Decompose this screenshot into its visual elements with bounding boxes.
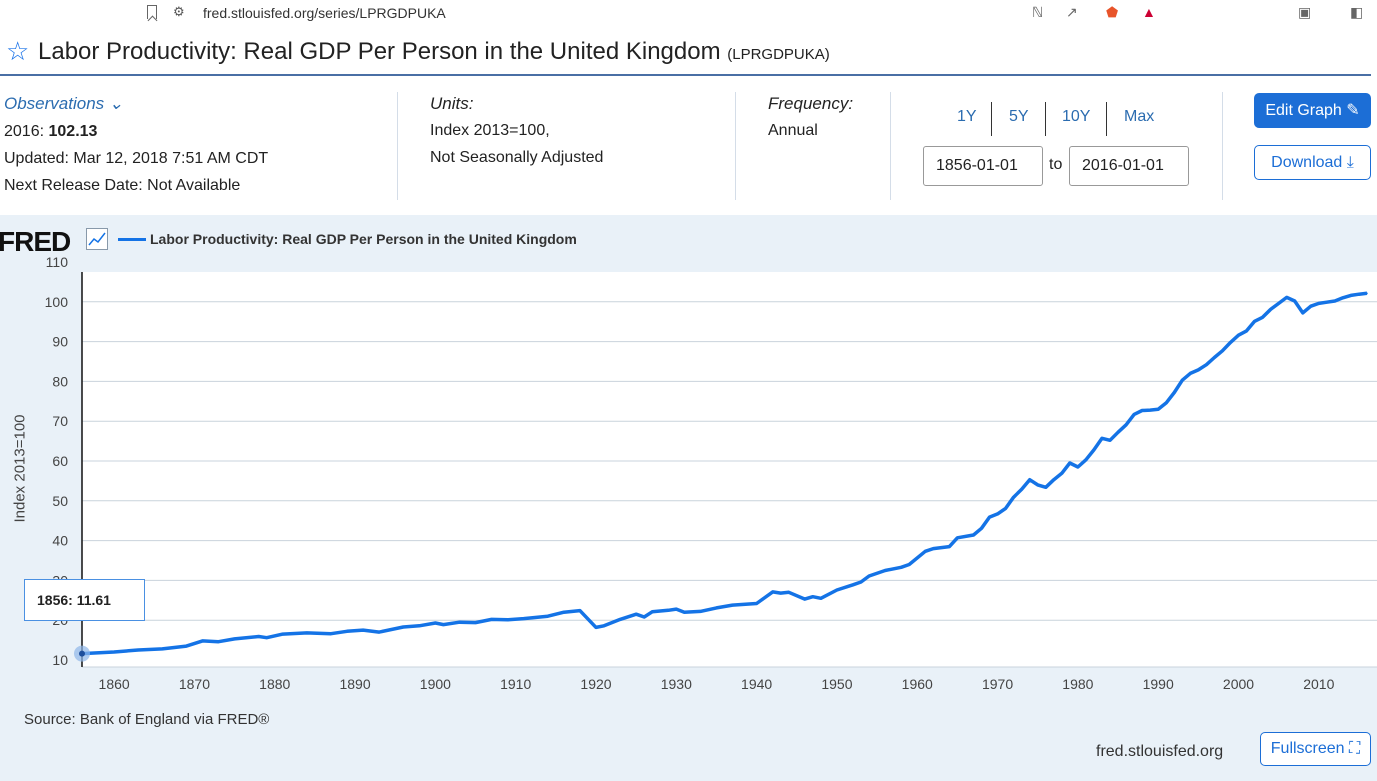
range-5y-button[interactable]: 5Y <box>1009 108 1029 125</box>
sidebar-icon[interactable]: ◧ <box>1350 4 1364 20</box>
updated-text: Updated: Mar 12, 2018 7:51 AM CDT <box>4 150 269 167</box>
page-title: Labor Productivity: Real GDP Per Person … <box>38 38 830 66</box>
observations-block: Observations ⌄ 2016: 102.13 Updated: Mar… <box>4 90 268 199</box>
divider <box>1045 102 1046 136</box>
chart-type-icon[interactable] <box>86 228 108 250</box>
frequency-label: Frequency: <box>768 94 854 113</box>
divider <box>991 102 992 136</box>
fullscreen-button[interactable]: Fullscreen ⛶ <box>1260 732 1371 766</box>
range-1y-button[interactable]: 1Y <box>957 108 977 125</box>
legend-label: Labor Productivity: Real GDP Per Person … <box>150 231 577 247</box>
download-button[interactable]: Download ⤓ <box>1254 145 1371 180</box>
download-icon: ⤓ <box>1346 154 1354 171</box>
tooltip: 1856: 11.61 <box>24 579 145 621</box>
divider <box>1222 92 1223 200</box>
end-date-input[interactable] <box>1069 146 1189 186</box>
translate-icon[interactable]: ℕ <box>1032 4 1044 20</box>
divider <box>890 92 891 200</box>
fred-logo[interactable]: FRED <box>0 226 71 257</box>
observation-year: 2016: <box>4 123 45 140</box>
browser-url-bar[interactable]: ⚙ fred.stlouisfed.org/series/LPRGDPUKA ℕ… <box>0 0 1377 26</box>
units-label: Units: <box>430 94 474 113</box>
legend-swatch <box>118 238 146 241</box>
bookmark-icon[interactable] <box>147 5 157 19</box>
chevron-down-icon[interactable]: ⌄ <box>104 94 124 113</box>
divider <box>397 92 398 200</box>
edit-graph-label: Edit Graph <box>1265 102 1342 119</box>
next-release-text: Next Release Date: Not Available <box>4 177 241 194</box>
range-10y-button[interactable]: 10Y <box>1062 108 1091 125</box>
site-settings-icon[interactable]: ⚙ <box>173 4 185 19</box>
series-id: (LPRGDPUKA) <box>727 46 830 63</box>
units-value-1: Index 2013=100, <box>430 122 550 139</box>
divider <box>1106 102 1107 136</box>
header-divider <box>0 74 1371 76</box>
edit-icon: ✎ <box>1346 102 1360 119</box>
reader-icon[interactable]: ▣ <box>1298 4 1312 20</box>
y-axis-label: Index 2013=100 <box>11 414 29 523</box>
start-date-input[interactable] <box>923 146 1043 186</box>
divider <box>735 92 736 200</box>
download-label: Download <box>1271 154 1343 171</box>
star-icon[interactable]: ☆ <box>6 36 30 66</box>
frequency-value: Annual <box>768 122 818 139</box>
url-text[interactable]: fred.stlouisfed.org/series/LPRGDPUKA <box>203 5 446 21</box>
brave-rewards-icon[interactable]: ▲ <box>1142 4 1156 20</box>
graph-panel <box>0 215 1377 781</box>
observation-value: 102.13 <box>48 123 98 140</box>
trend-line-icon <box>88 232 106 246</box>
range-max-button[interactable]: Max <box>1124 108 1155 125</box>
observations-dropdown[interactable]: Observations <box>4 94 105 113</box>
share-icon[interactable]: ↗ <box>1066 4 1078 20</box>
edit-graph-button[interactable]: Edit Graph ✎ <box>1254 93 1371 128</box>
brave-shield-icon[interactable]: ⬟ <box>1106 4 1119 20</box>
series-title: Labor Productivity: Real GDP Per Person … <box>38 38 721 65</box>
frequency-block: Frequency: Annual <box>768 90 853 144</box>
to-label: to <box>1049 156 1063 173</box>
fullscreen-label: Fullscreen <box>1270 740 1345 757</box>
units-value-2: Not Seasonally Adjusted <box>430 149 604 166</box>
units-block: Units: Index 2013=100, Not Seasonally Ad… <box>430 90 603 171</box>
source-text[interactable]: Source: Bank of England via FRED® <box>24 711 270 728</box>
fullscreen-icon: ⛶ <box>1349 740 1361 757</box>
site-url[interactable]: fred.stlouisfed.org <box>1096 743 1224 760</box>
series-header: ☆ Labor Productivity: Real GDP Per Perso… <box>0 32 1377 74</box>
